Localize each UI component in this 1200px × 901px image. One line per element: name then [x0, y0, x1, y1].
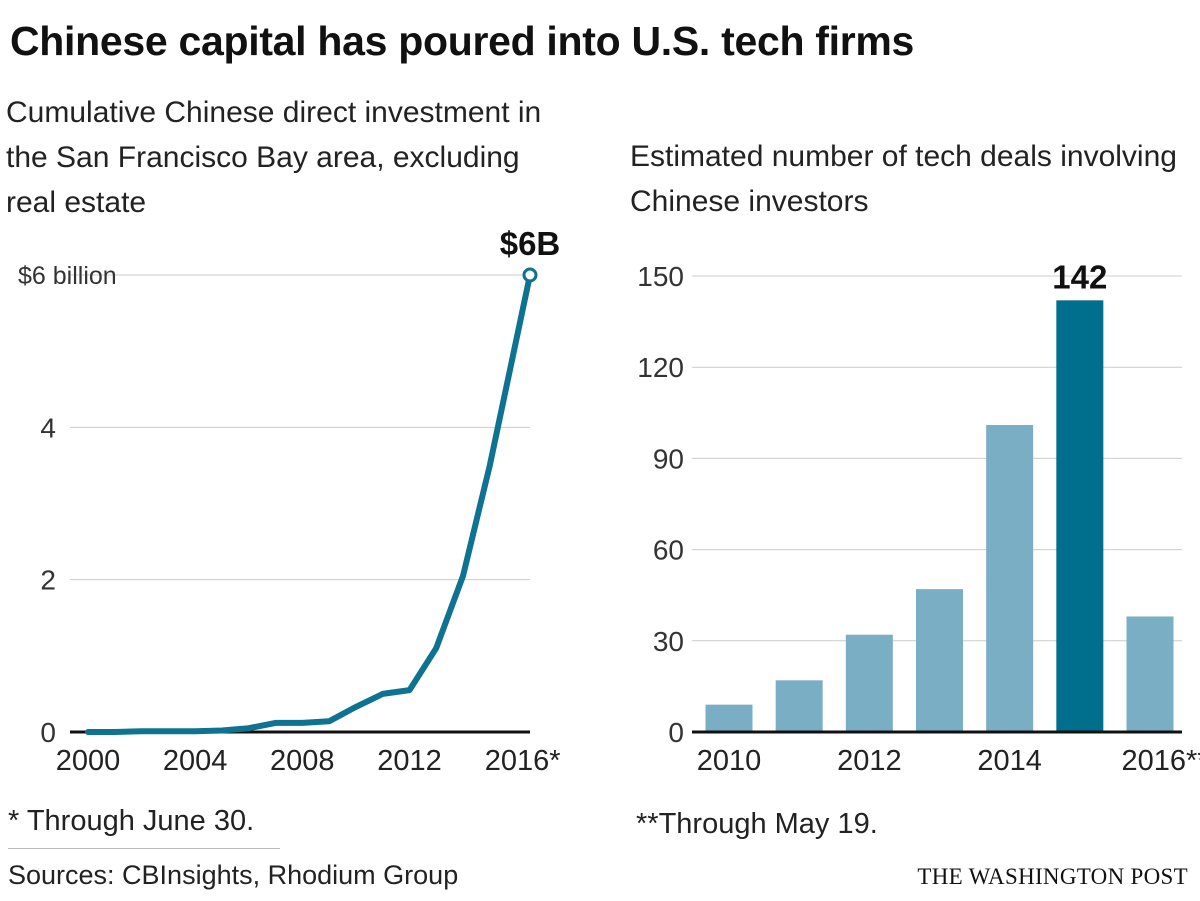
bar-y-tick-label: 0: [668, 717, 684, 748]
bar-y-tick-label: 30: [653, 626, 684, 657]
bar-y-tick-label: 150: [637, 261, 684, 292]
investment-data-point: [380, 691, 386, 697]
line-x-tick-label: 2008: [270, 745, 335, 777]
line-y-tick-label: 2: [40, 565, 56, 596]
bar-2010: [705, 704, 753, 732]
publisher-credit: THE WASHINGTON POST: [917, 864, 1188, 889]
bar-2015: [1056, 300, 1104, 732]
bar-2014: [986, 424, 1034, 732]
footer-divider: [8, 848, 280, 849]
endpoint-marker: [522, 267, 538, 283]
investment-data-point: [85, 729, 91, 735]
investment-data-point: [192, 728, 198, 734]
bar-2012: [845, 634, 893, 732]
investment-data-point: [219, 727, 225, 733]
line-y-tick-label: $6 billion: [18, 262, 117, 290]
investment-data-point: [460, 573, 466, 579]
bar-x-tick-label: 2012: [837, 745, 902, 777]
bar-2011: [775, 680, 823, 732]
bar-y-tick-label: 120: [637, 352, 684, 383]
line-x-tick-label: 2004: [163, 745, 228, 777]
investment-data-point: [246, 725, 252, 731]
investment-data-point: [273, 720, 279, 726]
investment-data-point: [433, 645, 439, 651]
investment-data-point: [299, 720, 305, 726]
bar-x-tick-label: 2010: [697, 745, 762, 777]
bar-2016: [1126, 616, 1174, 732]
peak-value-label: 142: [1052, 258, 1107, 295]
bar-x-tick-label: 2016**: [1121, 745, 1200, 777]
line-x-tick-label: 2012: [377, 745, 442, 777]
line-y-tick-label: 4: [40, 412, 56, 443]
chart-title: Chinese capital has poured into U.S. tec…: [10, 18, 915, 64]
investment-data-point: [112, 729, 118, 735]
sources-text: Sources: CBInsights, Rhodium Group: [8, 860, 459, 890]
bar-y-tick-label: 90: [653, 443, 684, 474]
line-y-tick-label: 0: [40, 717, 56, 748]
investment-data-point: [406, 687, 412, 693]
endpoint-value-label: $6B: [500, 225, 561, 262]
line-x-tick-label: 2016*: [485, 745, 561, 777]
investment-data-point: [139, 728, 145, 734]
bar-chart-subtitle: Estimated number of tech deals involving…: [630, 140, 1177, 218]
bar-x-tick-label: 2014: [977, 745, 1042, 777]
investment-data-point: [326, 718, 332, 724]
investment-data-point: [487, 462, 493, 468]
bar-chart-footnote: **Through May 19.: [636, 808, 878, 840]
investment-data-point: [165, 728, 171, 734]
bar-y-tick-label: 60: [653, 535, 684, 566]
line-x-tick-label: 2000: [56, 745, 121, 777]
bar-2013: [916, 589, 963, 732]
investment-data-point: [353, 704, 359, 710]
line-chart-subtitle: Cumulative Chinese direct investment in …: [6, 96, 542, 219]
line-chart-footnote: * Through June 30.: [8, 805, 255, 837]
